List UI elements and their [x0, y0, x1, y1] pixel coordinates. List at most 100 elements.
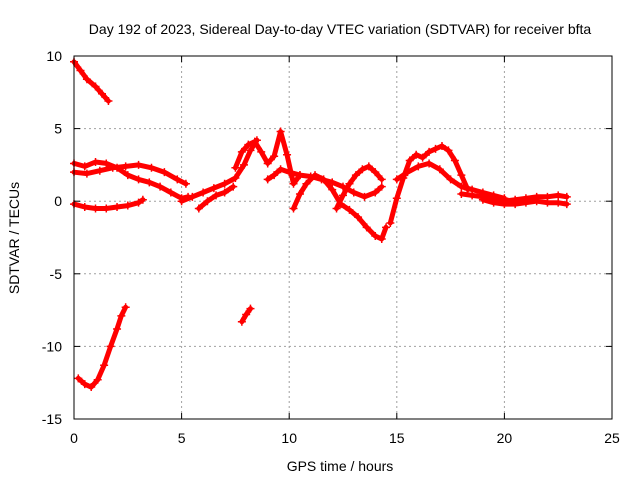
data-point — [231, 173, 240, 182]
data-point — [106, 342, 115, 351]
data-point — [377, 234, 386, 243]
series-arc-3 — [74, 303, 130, 392]
data-point — [263, 175, 272, 184]
data-point — [166, 188, 175, 197]
data-point — [328, 178, 337, 187]
data-point — [403, 168, 412, 177]
data-point — [82, 75, 91, 84]
data-point — [543, 198, 552, 207]
data-point — [240, 160, 249, 169]
data-point — [500, 200, 509, 209]
data-point — [104, 97, 113, 106]
grid-layer — [74, 56, 612, 419]
data-point — [362, 223, 371, 232]
data-point — [270, 171, 279, 180]
data-point — [392, 175, 401, 184]
data-point — [121, 303, 130, 312]
x-tick-label: 10 — [281, 430, 297, 446]
data-point — [562, 192, 571, 201]
data-point — [371, 168, 380, 177]
data-point — [295, 189, 304, 198]
data-point — [102, 204, 111, 213]
data-point — [319, 175, 328, 184]
data-point — [418, 153, 427, 162]
data-point — [80, 162, 89, 171]
data-point — [263, 159, 272, 168]
data-point — [377, 175, 386, 184]
data-point — [332, 204, 341, 213]
series-arc-9 — [231, 127, 304, 188]
data-point — [97, 89, 106, 98]
series-arc-12 — [332, 162, 386, 213]
data-point — [392, 194, 401, 203]
data-point — [457, 171, 466, 180]
y-tick-label: 0 — [54, 193, 62, 209]
data-point — [511, 200, 520, 209]
y-tick-label: -10 — [42, 338, 62, 354]
data-point — [257, 147, 266, 156]
data-point — [242, 310, 251, 319]
data-point — [450, 156, 459, 165]
plot-frame — [73, 55, 613, 420]
y-tick-label: -15 — [42, 411, 62, 427]
series-arc-8 — [237, 304, 255, 326]
data-point — [349, 188, 358, 197]
data-point — [160, 168, 169, 177]
data-point — [283, 150, 292, 159]
data-point — [123, 201, 132, 210]
series-arc-16 — [478, 195, 571, 209]
data-point — [446, 175, 455, 184]
data-point — [377, 182, 386, 191]
data-point — [328, 185, 337, 194]
data-point — [431, 144, 440, 153]
data-point — [102, 159, 111, 168]
data-point — [93, 375, 102, 384]
series-arc-6 — [177, 136, 261, 206]
y-axis-label: SDTVAR / TECUs — [6, 182, 22, 294]
data-point — [76, 66, 85, 75]
data-point — [435, 165, 444, 174]
data-point — [554, 198, 563, 207]
data-point — [117, 311, 126, 320]
y-tick-label: 5 — [54, 121, 62, 137]
data-point — [425, 147, 434, 156]
data-point — [82, 169, 91, 178]
data-point — [209, 184, 218, 193]
data-point — [489, 198, 498, 207]
series-line — [71, 162, 189, 187]
data-point — [113, 324, 122, 333]
data-point — [289, 179, 298, 188]
data-point — [91, 82, 100, 91]
data-point — [91, 204, 100, 213]
data-point — [220, 188, 229, 197]
data-point — [237, 317, 246, 326]
data-point — [382, 223, 391, 232]
data-point — [134, 198, 143, 207]
data-point — [212, 191, 221, 200]
data-point — [80, 203, 89, 212]
y-tick-label: -5 — [50, 266, 63, 282]
data-point — [285, 168, 294, 177]
data-point — [276, 165, 285, 174]
data-point — [147, 163, 156, 172]
data-point — [231, 163, 240, 172]
series-arc-14 — [392, 159, 509, 203]
data-point — [345, 205, 354, 214]
data-point — [562, 200, 571, 209]
data-point — [295, 171, 304, 180]
x-tick-label: 5 — [178, 430, 186, 446]
data-point — [134, 160, 143, 169]
data-point — [444, 146, 453, 155]
data-point — [173, 175, 182, 184]
data-point — [351, 171, 360, 180]
data-point — [123, 171, 132, 180]
data-point — [87, 383, 96, 392]
data-point — [360, 192, 369, 201]
series-line — [71, 59, 111, 104]
data-point — [521, 198, 530, 207]
data-point — [478, 195, 487, 204]
data-point — [468, 191, 477, 200]
data-point — [74, 374, 83, 383]
data-point — [181, 179, 190, 188]
